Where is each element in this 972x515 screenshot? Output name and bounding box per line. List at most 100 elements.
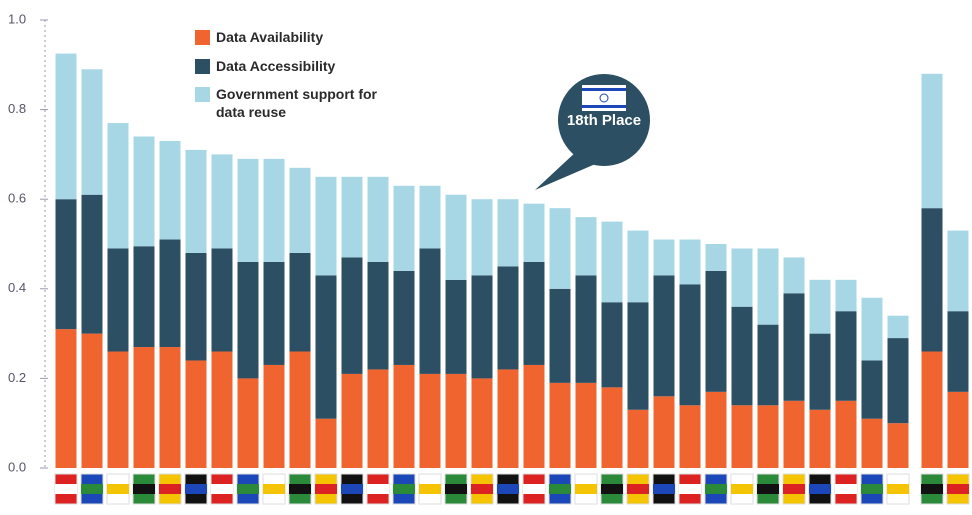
flag (887, 484, 909, 494)
bar-segment (367, 176, 389, 262)
bar-segment (55, 329, 77, 468)
flag (211, 484, 233, 494)
bar-segment (211, 154, 233, 249)
bar-segment (627, 230, 649, 303)
bar-segment (523, 261, 545, 365)
bar-segment (783, 257, 805, 294)
bar-segment (237, 261, 259, 379)
bar-segment (185, 252, 207, 361)
legend-label: Government support for data reuse (216, 86, 378, 120)
bar-segment (185, 360, 207, 468)
bar-segment (445, 194, 467, 280)
bar-segment (237, 378, 259, 468)
legend-swatch (195, 87, 210, 102)
bar-segment (133, 136, 155, 247)
flag (315, 484, 337, 494)
bar-segment (549, 288, 571, 383)
bar-segment (133, 347, 155, 468)
bar-segment (523, 364, 545, 468)
y-tick-label: 0.6 (8, 191, 26, 206)
bar-segment (81, 333, 103, 468)
bar-segment (705, 391, 727, 468)
bar-segment (757, 405, 779, 468)
flag (921, 484, 943, 494)
bar-segment (921, 208, 943, 352)
bar-segment (393, 185, 415, 271)
legend-swatch (195, 30, 210, 45)
bar-segment (445, 279, 467, 374)
bar-segment (575, 275, 597, 383)
flag (159, 484, 181, 494)
bar-segment (887, 315, 909, 339)
bar-segment (419, 373, 441, 468)
legend-label: Data Accessibility (216, 58, 336, 74)
bar-segment (653, 239, 675, 276)
flag-star (599, 93, 609, 103)
bar-segment (947, 230, 969, 312)
flag (55, 484, 77, 494)
y-tick-label: 0.8 (8, 101, 26, 116)
bar-segment (921, 351, 943, 468)
flag (419, 484, 441, 494)
flag (601, 484, 623, 494)
bar-segment (211, 248, 233, 352)
bar-segment (107, 351, 129, 468)
bar-segment (497, 369, 519, 468)
bar-segment (947, 311, 969, 392)
bar-segment (731, 405, 753, 468)
bar-segment (835, 279, 857, 312)
bar-segment (159, 347, 181, 468)
bar-segment (809, 333, 831, 410)
bar-segment (627, 302, 649, 410)
bar-segment (107, 123, 129, 249)
bar-segment (523, 203, 545, 262)
bar-segment (55, 53, 77, 200)
bar-segment (731, 306, 753, 406)
bar-segment (419, 248, 441, 374)
flag (575, 484, 597, 494)
bar-segment (471, 199, 493, 276)
bar-segment (341, 373, 363, 468)
bar-segment (211, 351, 233, 468)
bar-segment (679, 239, 701, 285)
bar-segment (289, 351, 311, 468)
bar-segment (783, 293, 805, 401)
flag (497, 484, 519, 494)
flag (81, 484, 103, 494)
bar-segment (549, 382, 571, 468)
flag (341, 484, 363, 494)
bar-segment (341, 257, 363, 374)
bar-segment (263, 364, 285, 468)
flag (133, 484, 155, 494)
bar-segment (809, 279, 831, 334)
callout-text: 18th Place (566, 112, 642, 129)
flag (835, 484, 857, 494)
flag (523, 484, 545, 494)
flag (627, 484, 649, 494)
bar-segment (289, 167, 311, 253)
bar-segment (575, 217, 597, 276)
bar-segment (627, 409, 649, 468)
flag-stripe (582, 88, 626, 91)
bar-segment (393, 270, 415, 365)
bar-segment (887, 338, 909, 424)
flag (549, 484, 571, 494)
bar-segment (315, 418, 337, 468)
bar-segment (185, 149, 207, 253)
bar-segment (81, 194, 103, 334)
flag (471, 484, 493, 494)
bar-segment (315, 176, 337, 276)
bar-segment (471, 275, 493, 379)
bar-segment (757, 248, 779, 325)
bar-segment (367, 261, 389, 370)
flag (393, 484, 415, 494)
flag (679, 484, 701, 494)
flag (947, 484, 969, 494)
bar-segment (947, 391, 969, 468)
bar-segment (159, 239, 181, 348)
y-tick-label: 1.0 (8, 11, 26, 26)
bar-segment (159, 140, 181, 240)
flag (445, 484, 467, 494)
